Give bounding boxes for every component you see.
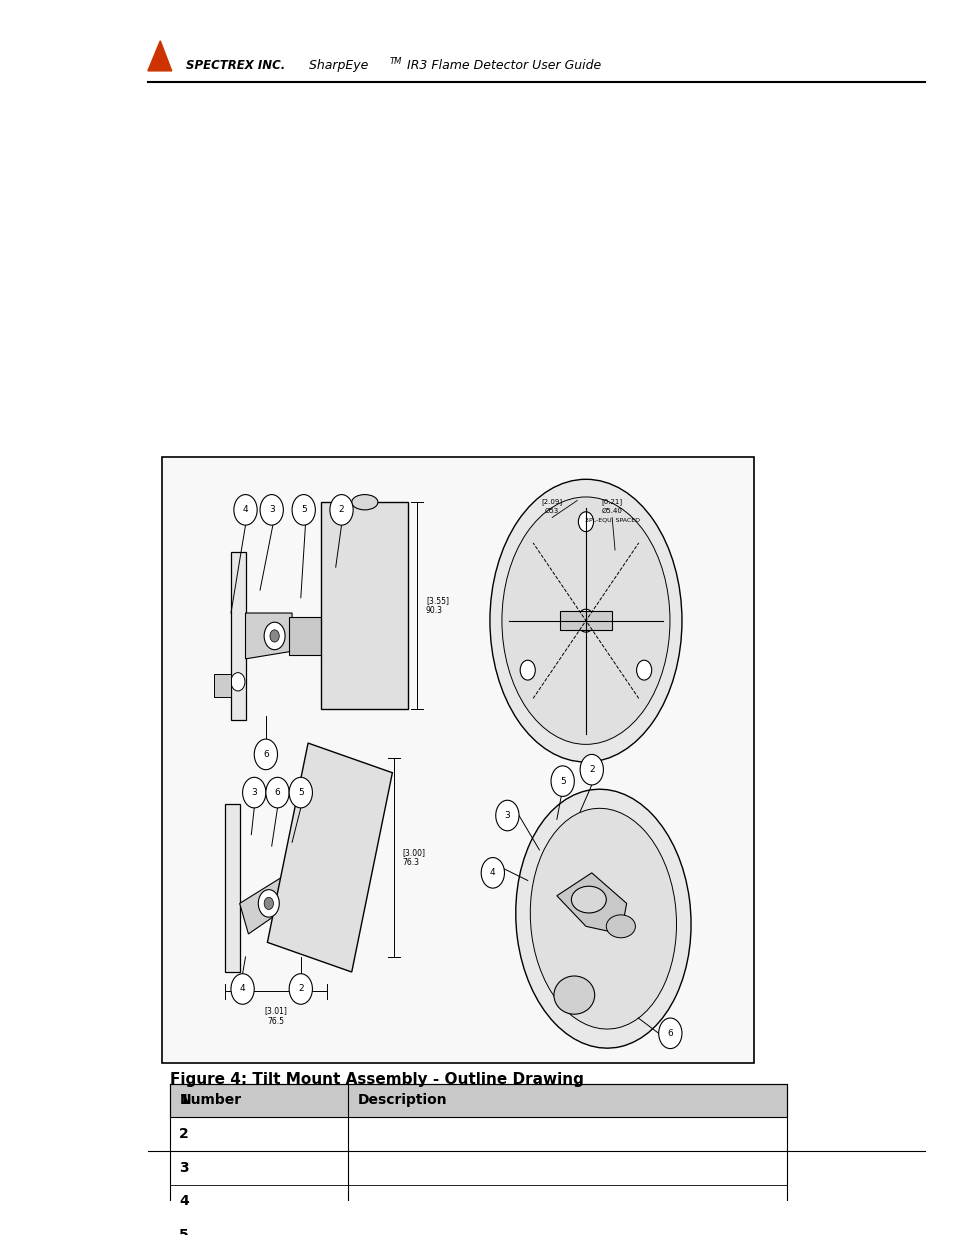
Circle shape	[496, 800, 518, 831]
Circle shape	[264, 622, 285, 650]
Text: 6: 6	[667, 1029, 673, 1037]
Circle shape	[231, 973, 253, 1004]
Text: 5: 5	[179, 1228, 189, 1235]
Polygon shape	[557, 873, 626, 934]
Circle shape	[480, 857, 504, 888]
Circle shape	[579, 755, 602, 785]
Text: 6: 6	[274, 788, 280, 797]
Bar	[231, 552, 245, 720]
Circle shape	[289, 777, 313, 808]
Text: TM: TM	[389, 57, 401, 67]
Text: [3.55]
90.3: [3.55] 90.3	[425, 595, 449, 615]
Text: [3.01]
76.5: [3.01] 76.5	[264, 1007, 287, 1026]
Text: 4: 4	[242, 505, 248, 514]
Polygon shape	[148, 41, 172, 70]
Circle shape	[658, 1018, 681, 1049]
Text: 6: 6	[263, 750, 269, 758]
Polygon shape	[213, 674, 231, 697]
Text: 3PL-EQU. SPACED: 3PL-EQU. SPACED	[584, 517, 639, 522]
Polygon shape	[239, 869, 303, 934]
Text: IR3 Flame Detector User Guide: IR3 Flame Detector User Guide	[402, 59, 600, 72]
Ellipse shape	[571, 887, 606, 913]
Text: SPECTREX INC.: SPECTREX INC.	[186, 59, 285, 72]
Circle shape	[233, 494, 257, 525]
Polygon shape	[245, 613, 292, 659]
Text: 5: 5	[300, 505, 306, 514]
Text: [0.21]: [0.21]	[601, 498, 622, 505]
Text: [2.09]: [2.09]	[541, 498, 562, 505]
Circle shape	[289, 973, 313, 1004]
Circle shape	[577, 609, 594, 632]
Text: 1: 1	[179, 1093, 189, 1108]
Ellipse shape	[554, 976, 594, 1014]
Ellipse shape	[606, 915, 635, 937]
Bar	[321, 503, 408, 709]
Circle shape	[270, 630, 279, 642]
Bar	[162, 457, 753, 1063]
Text: Description: Description	[357, 1093, 447, 1108]
Text: 5: 5	[297, 788, 303, 797]
Bar	[289, 616, 324, 655]
Text: 4: 4	[179, 1194, 189, 1208]
Text: 5: 5	[559, 777, 565, 785]
Text: Number: Number	[179, 1093, 241, 1108]
Bar	[267, 743, 392, 972]
Circle shape	[551, 766, 574, 797]
Text: 3: 3	[504, 811, 510, 820]
Circle shape	[330, 494, 353, 525]
Ellipse shape	[490, 479, 681, 762]
Circle shape	[258, 889, 279, 918]
Circle shape	[578, 511, 593, 531]
Text: 4: 4	[239, 984, 245, 993]
Text: 2: 2	[179, 1128, 189, 1141]
Circle shape	[519, 661, 535, 680]
Text: 3: 3	[251, 788, 257, 797]
Text: 4: 4	[490, 868, 496, 877]
Text: 2: 2	[338, 505, 344, 514]
Text: SharpEye: SharpEye	[305, 59, 368, 72]
Text: Ø53: Ø53	[544, 508, 558, 514]
Text: Ø5.40: Ø5.40	[601, 508, 622, 514]
Text: 2: 2	[588, 766, 594, 774]
Bar	[559, 611, 612, 630]
Circle shape	[231, 673, 245, 690]
Text: 2: 2	[297, 984, 303, 993]
Text: 3: 3	[179, 1161, 189, 1174]
Circle shape	[260, 494, 283, 525]
Ellipse shape	[352, 494, 377, 510]
Text: [3.00]
76.3: [3.00] 76.3	[402, 848, 425, 867]
Text: Figure 4: Tilt Mount Assembly - Outline Drawing: Figure 4: Tilt Mount Assembly - Outline …	[170, 1072, 583, 1087]
Circle shape	[292, 494, 315, 525]
Ellipse shape	[501, 496, 669, 745]
Bar	[170, 1083, 786, 1118]
Circle shape	[253, 739, 277, 769]
Ellipse shape	[530, 809, 676, 1029]
Bar	[225, 804, 239, 972]
Circle shape	[266, 777, 289, 808]
Circle shape	[636, 661, 651, 680]
Circle shape	[264, 898, 274, 909]
Ellipse shape	[516, 789, 690, 1049]
Circle shape	[242, 777, 266, 808]
Text: 3: 3	[269, 505, 274, 514]
